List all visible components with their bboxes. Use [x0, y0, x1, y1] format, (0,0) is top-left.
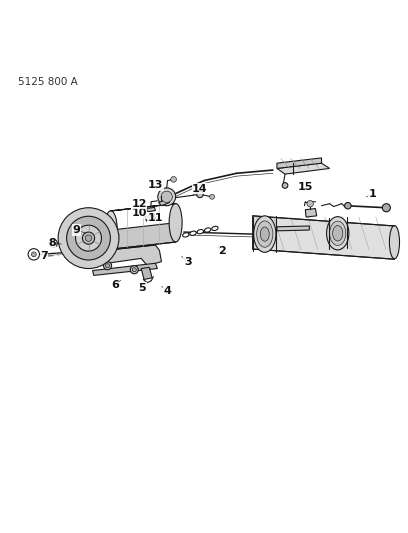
Circle shape	[158, 188, 175, 206]
Text: 12: 12	[131, 199, 147, 209]
Text: 10: 10	[131, 208, 147, 218]
Text: 14: 14	[192, 184, 208, 193]
Text: 6: 6	[111, 280, 119, 290]
Circle shape	[104, 262, 112, 270]
Ellipse shape	[190, 231, 196, 236]
Polygon shape	[277, 226, 309, 231]
Text: 15: 15	[297, 182, 313, 192]
Circle shape	[85, 235, 92, 241]
Circle shape	[345, 203, 351, 209]
Polygon shape	[146, 207, 155, 212]
Ellipse shape	[389, 225, 399, 259]
Text: 11: 11	[148, 213, 163, 223]
Text: 13: 13	[148, 181, 163, 190]
Text: 7: 7	[40, 252, 48, 261]
Ellipse shape	[333, 225, 343, 241]
Ellipse shape	[104, 211, 117, 249]
Polygon shape	[305, 208, 317, 217]
Polygon shape	[277, 163, 330, 174]
Circle shape	[282, 183, 288, 188]
Circle shape	[130, 265, 138, 274]
Polygon shape	[253, 216, 395, 259]
Polygon shape	[145, 215, 156, 221]
Circle shape	[51, 241, 55, 245]
Circle shape	[31, 252, 36, 257]
Polygon shape	[111, 223, 175, 249]
Polygon shape	[141, 268, 152, 279]
Circle shape	[49, 239, 57, 247]
Text: 3: 3	[184, 257, 192, 268]
Ellipse shape	[257, 221, 273, 247]
Ellipse shape	[212, 227, 218, 231]
Ellipse shape	[260, 227, 269, 241]
Polygon shape	[111, 204, 175, 211]
Text: 4: 4	[164, 286, 171, 296]
Circle shape	[161, 191, 173, 203]
Text: 8: 8	[48, 238, 56, 248]
Circle shape	[210, 195, 215, 199]
Ellipse shape	[204, 228, 211, 232]
Circle shape	[82, 232, 95, 244]
Ellipse shape	[197, 230, 204, 234]
Ellipse shape	[183, 233, 189, 237]
Polygon shape	[159, 200, 170, 206]
Text: 1: 1	[368, 189, 376, 199]
Polygon shape	[86, 245, 162, 265]
Ellipse shape	[326, 216, 349, 250]
Text: 9: 9	[72, 225, 80, 235]
Text: 5125 800 A: 5125 800 A	[18, 77, 78, 87]
Circle shape	[132, 268, 136, 272]
Circle shape	[28, 249, 40, 260]
Circle shape	[58, 208, 119, 269]
Ellipse shape	[330, 221, 346, 245]
Circle shape	[75, 225, 102, 251]
Circle shape	[171, 176, 176, 182]
Circle shape	[67, 216, 111, 260]
Ellipse shape	[146, 215, 155, 221]
Polygon shape	[277, 158, 322, 168]
Circle shape	[307, 200, 313, 207]
Circle shape	[106, 264, 110, 268]
Text: 2: 2	[218, 246, 226, 256]
Text: 5: 5	[139, 283, 146, 293]
Circle shape	[382, 204, 390, 212]
Circle shape	[197, 191, 203, 198]
Ellipse shape	[254, 216, 276, 252]
Polygon shape	[93, 263, 157, 276]
Ellipse shape	[169, 204, 182, 242]
